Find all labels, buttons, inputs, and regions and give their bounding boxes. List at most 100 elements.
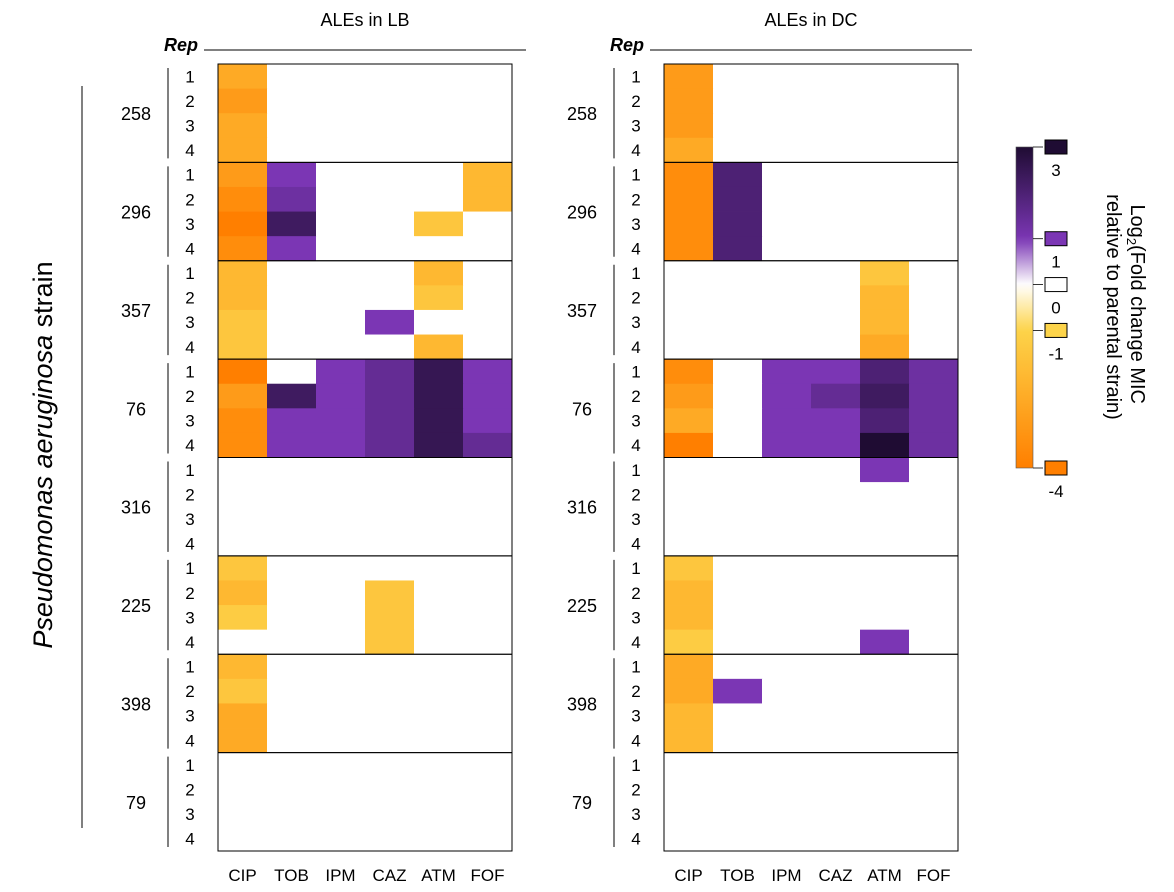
heatmap-cell [713, 162, 763, 188]
heatmap-cell [414, 506, 464, 532]
colorbar-swatch [1044, 139, 1068, 155]
colorbar-tick-label: -4 [1048, 482, 1063, 501]
heatmap-cell [713, 334, 763, 360]
heatmap-cell [713, 186, 763, 212]
heatmap-cell [463, 826, 513, 852]
heatmap-cell [267, 801, 317, 827]
strain-label: 316 [121, 498, 151, 518]
heatmap-cell [316, 654, 366, 680]
heatmap-cell [463, 506, 513, 532]
heatmap-cell [463, 728, 513, 754]
heatmap-cell [860, 826, 910, 852]
heatmap-cell [267, 826, 317, 852]
heatmap-cell [316, 728, 366, 754]
heatmap-cell [365, 506, 415, 532]
heatmap-cell [267, 408, 317, 434]
heatmap-cell [414, 777, 464, 803]
heatmap-cell [414, 211, 464, 237]
rep-number: 2 [185, 289, 194, 308]
heatmap-cell [664, 678, 714, 704]
heatmap-cell [267, 432, 317, 458]
heatmap-cell [218, 432, 268, 458]
heatmap-cell [909, 703, 959, 729]
heatmap-cell [463, 580, 513, 606]
heatmap-cell [909, 383, 959, 409]
heatmap-cell [267, 137, 317, 163]
rep-number: 1 [631, 362, 640, 381]
heatmap-cell [365, 186, 415, 212]
heatmap-cell [762, 654, 812, 680]
heatmap-cell [713, 801, 763, 827]
strain-label: 316 [567, 498, 597, 518]
heatmap-cell [414, 359, 464, 385]
heatmap-cell [365, 752, 415, 778]
heatmap-cell [316, 531, 366, 557]
rep-number: 4 [185, 436, 194, 455]
heatmap-cell [463, 236, 513, 262]
heatmap-cell [414, 728, 464, 754]
heatmap-cell [811, 236, 861, 262]
heatmap-cell [218, 605, 268, 631]
heatmap-cell [860, 457, 910, 483]
heatmap-cell [713, 531, 763, 557]
heatmap-cell [762, 728, 812, 754]
heatmap-cell [463, 408, 513, 434]
heatmap-cell [267, 605, 317, 631]
heatmap-cell [713, 408, 763, 434]
heatmap-cell [860, 678, 910, 704]
heatmap-cell [414, 752, 464, 778]
heatmap-cell [811, 678, 861, 704]
heatmap-cell [860, 555, 910, 581]
rep-number: 3 [185, 313, 194, 332]
heatmap-cell [664, 752, 714, 778]
heatmap-cell [762, 703, 812, 729]
rep-number: 4 [185, 633, 194, 652]
heatmap-cell [316, 260, 366, 286]
heatmap-cell [762, 334, 812, 360]
heatmap-cell [365, 826, 415, 852]
strain-label: 258 [121, 104, 151, 124]
heatmap-cell [365, 531, 415, 557]
rep-number: 4 [631, 436, 640, 455]
heatmap-cell [218, 64, 268, 89]
heatmap-cell [218, 383, 268, 409]
heatmap-cell [664, 162, 714, 188]
heatmap-cell [218, 703, 268, 729]
heatmap-cell [463, 186, 513, 212]
heatmap-cell [664, 506, 714, 532]
colorbar-tick-label: -1 [1048, 344, 1063, 363]
rep-number: 4 [185, 338, 194, 357]
strain-label: 225 [121, 596, 151, 616]
heatmap-cell [316, 309, 366, 335]
heatmap-cell [713, 654, 763, 680]
heatmap-cell [713, 260, 763, 286]
heatmap-cell [713, 432, 763, 458]
heatmap-cell [909, 309, 959, 335]
heatmap-cell [218, 555, 268, 581]
rep-number: 2 [185, 485, 194, 504]
heatmap-cell [316, 408, 366, 434]
heatmap-cell [713, 309, 763, 335]
heatmap-cell [909, 678, 959, 704]
heatmap-cell [316, 137, 366, 163]
heatmap-cell [860, 777, 910, 803]
heatmap-cell [860, 728, 910, 754]
rep-number: 3 [185, 116, 194, 135]
heatmap-cell [414, 383, 464, 409]
heatmap-cell [762, 432, 812, 458]
rep-number: 3 [631, 313, 640, 332]
rep-number: 1 [185, 264, 194, 283]
heatmap-cell [463, 113, 513, 139]
rep-number: 2 [631, 781, 640, 800]
heatmap-cell [713, 482, 763, 508]
rep-number: 1 [185, 166, 194, 185]
heatmap-cell [909, 88, 959, 114]
heatmap-cell [713, 629, 763, 655]
rep-number: 4 [185, 239, 194, 258]
heatmap-cell [218, 678, 268, 704]
heatmap-cell [414, 236, 464, 262]
heatmap-cell [267, 334, 317, 360]
heatmap-cell [316, 236, 366, 262]
heatmap-cell [365, 408, 415, 434]
heatmap-cell [463, 211, 513, 237]
